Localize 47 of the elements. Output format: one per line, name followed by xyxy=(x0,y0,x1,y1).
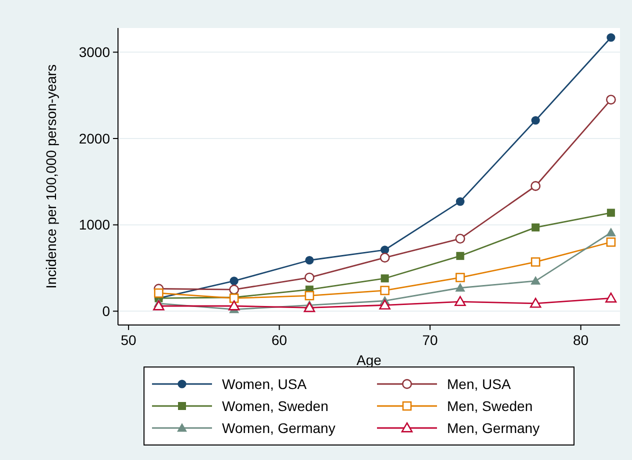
point xyxy=(228,300,240,310)
legend-label: Women, Germany xyxy=(222,420,336,436)
point xyxy=(530,276,541,285)
point xyxy=(229,284,240,295)
legend-label: Men, Sweden xyxy=(447,398,533,414)
y-tick-label: 1000 xyxy=(78,216,110,233)
point xyxy=(456,197,465,206)
point xyxy=(456,272,465,282)
point xyxy=(455,282,466,292)
point xyxy=(380,252,390,263)
point xyxy=(531,116,540,125)
point xyxy=(606,237,616,247)
point xyxy=(455,234,466,244)
point xyxy=(530,257,540,267)
y-tick-label: 0 xyxy=(102,303,110,320)
x-tick-label: 80 xyxy=(573,332,589,348)
point xyxy=(304,272,314,282)
point xyxy=(606,94,616,105)
point xyxy=(606,208,615,217)
x-tick-label: 70 xyxy=(422,332,438,348)
y-tick-label: 2000 xyxy=(78,130,110,146)
point xyxy=(532,223,540,232)
point xyxy=(380,274,389,282)
point xyxy=(304,290,314,300)
y-tick-label: 3000 xyxy=(78,44,110,60)
point xyxy=(305,256,314,265)
point xyxy=(154,288,164,298)
point xyxy=(605,292,617,303)
point xyxy=(380,286,390,296)
point xyxy=(380,246,390,254)
point xyxy=(606,33,616,42)
point xyxy=(304,302,316,312)
y-axis-title: Incidence per 100,000 person-years xyxy=(43,64,59,289)
x-tick-label: 50 xyxy=(120,332,137,348)
legend-label: Women, USA xyxy=(222,376,308,392)
point xyxy=(606,228,616,236)
point xyxy=(230,276,238,286)
legend-label: Men, USA xyxy=(447,376,512,392)
point xyxy=(379,299,390,310)
point xyxy=(530,181,541,191)
x-tick-label: 60 xyxy=(272,332,288,348)
point xyxy=(153,300,164,310)
legend-label: Men, Germany xyxy=(447,420,540,436)
point xyxy=(454,296,466,306)
point xyxy=(456,252,464,260)
legend-label: Women, Sweden xyxy=(222,398,328,414)
point xyxy=(530,298,542,308)
